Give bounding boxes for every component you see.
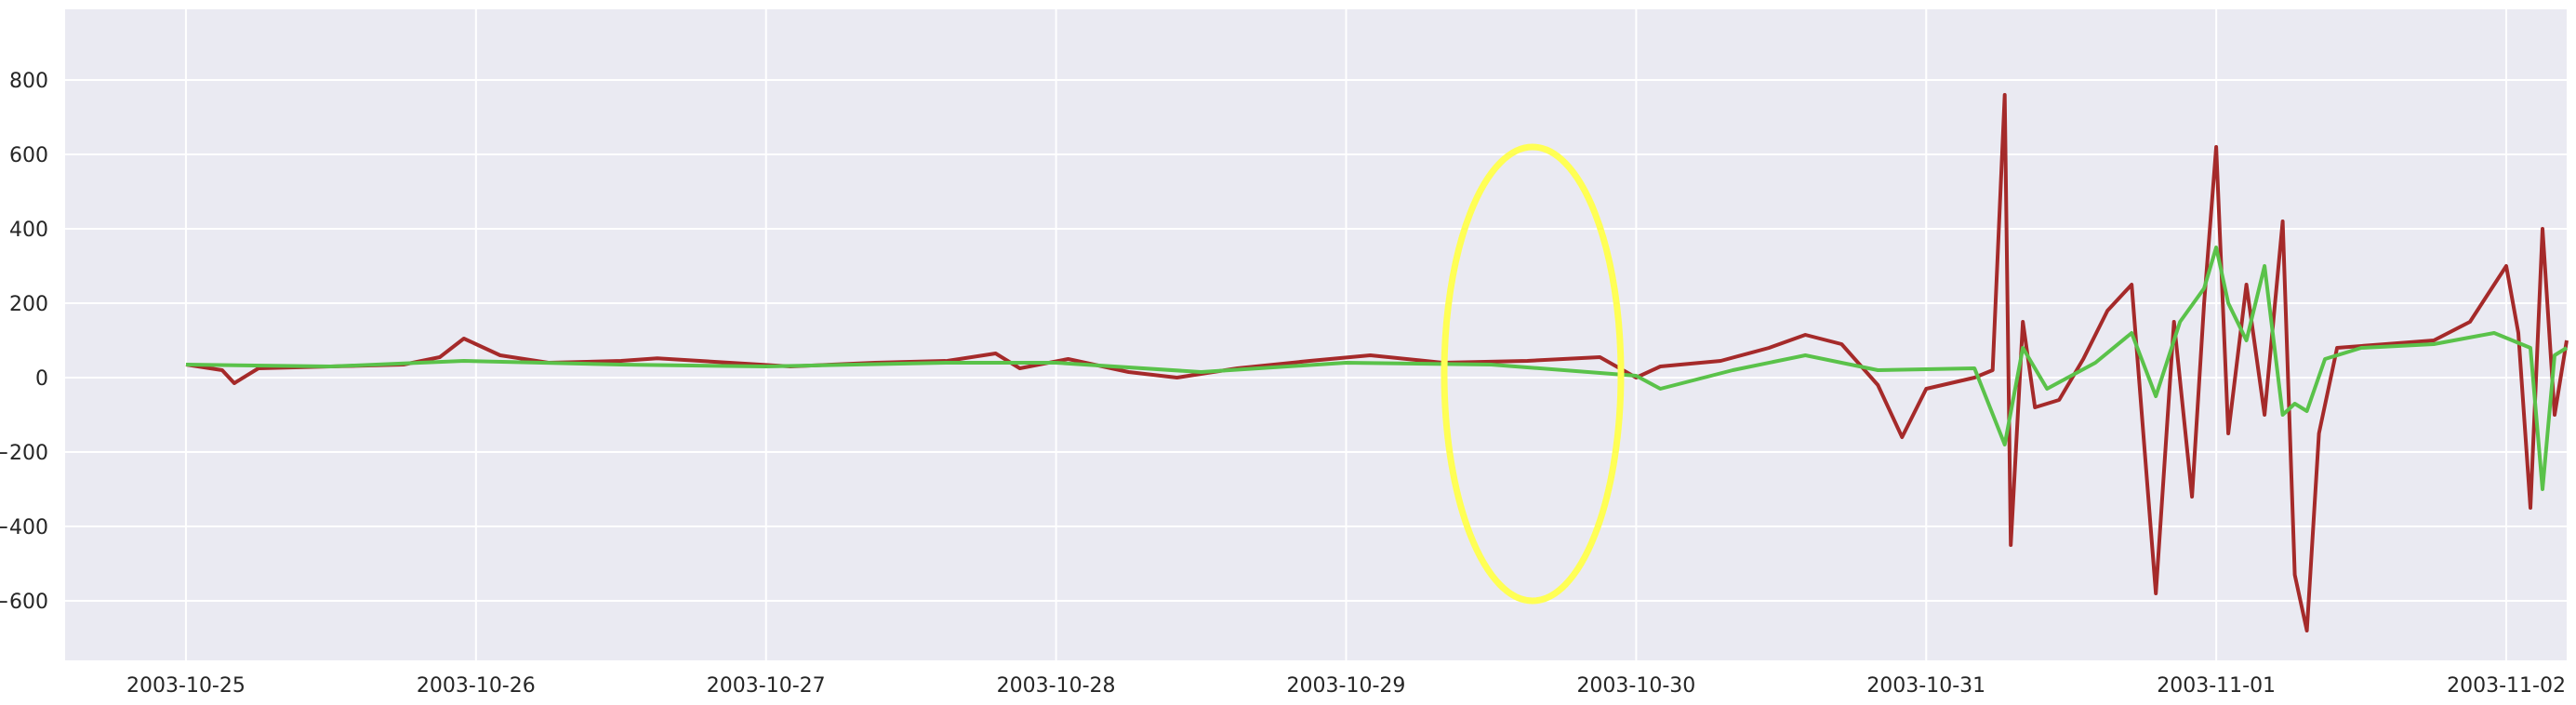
y-tick-label: 800	[9, 70, 48, 93]
plot-background	[65, 9, 2567, 660]
y-tick-label: −600	[0, 591, 48, 614]
y-axis-ticks: −600 −400 −200 0 200 400 600 800	[0, 70, 48, 614]
x-tick-label: 2003-11-01	[2157, 674, 2276, 698]
y-tick-label: −400	[0, 516, 48, 539]
y-tick-label: −200	[0, 442, 48, 465]
y-tick-label: 600	[9, 144, 48, 167]
x-tick-label: 2003-10-29	[1287, 674, 1406, 698]
x-tick-label: 2003-10-26	[417, 674, 536, 698]
x-tick-label: 2003-10-27	[707, 674, 826, 698]
y-tick-label: 200	[9, 293, 48, 316]
series-line-red	[185, 93, 2569, 632]
x-tick-label: 2003-10-28	[997, 674, 1116, 698]
x-tick-label: 2003-10-25	[126, 674, 246, 698]
x-axis-ticks: 2003-10-25 2003-10-26 2003-10-27 2003-10-28…	[126, 674, 2566, 698]
x-tick-label: 2003-11-02	[2447, 674, 2566, 698]
y-tick-label: 0	[35, 367, 48, 391]
highlight-ellipse	[1441, 143, 1625, 605]
x-tick-label: 2003-10-31	[1866, 674, 1985, 698]
series-line-green	[185, 246, 2569, 491]
y-tick-label: 400	[9, 219, 48, 242]
x-tick-label: 2003-10-30	[1576, 674, 1695, 698]
series-layer	[185, 93, 2569, 632]
